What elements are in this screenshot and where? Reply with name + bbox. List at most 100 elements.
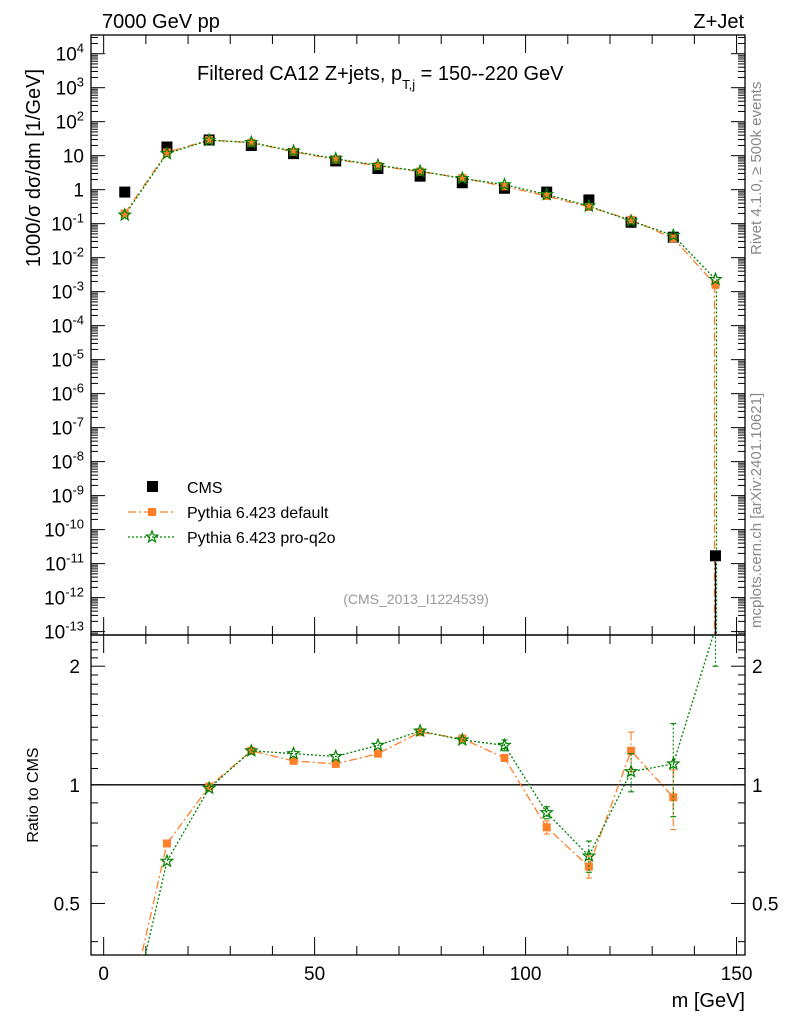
tick-base: 10 <box>44 521 65 542</box>
main-y-tick-label: 10-10 <box>44 517 84 542</box>
main-y-tick-label: 10-5 <box>51 347 84 372</box>
tick-base: 10 <box>51 283 72 304</box>
pythia-proq2o-point <box>539 186 555 201</box>
ratio-point-pythia-default <box>458 734 467 743</box>
x-tick-label: 0 <box>98 964 109 985</box>
ratio-point-pythia-default <box>542 823 551 832</box>
ratio-point-pythia-proq2o <box>286 745 301 760</box>
ratio-series-clipped <box>140 635 719 955</box>
ratio-y-tick-label-right: 2 <box>752 657 763 678</box>
ratio-point-pythia-proq2o <box>328 748 344 763</box>
pythia-proq2o-point <box>328 151 344 166</box>
pythia-default-point <box>500 182 509 191</box>
mcplots-label: mcplots.cern.ch [arXiv:2401.10621] <box>748 393 765 628</box>
tick-exponent: -6 <box>72 381 84 396</box>
main-x-axis <box>103 35 738 635</box>
tick-base: 10 <box>51 385 72 406</box>
main-y-tick-label: 104 <box>56 41 84 66</box>
main-y-tick-label: 10-4 <box>51 313 84 338</box>
ratio-point-pythia-proq2o <box>539 804 555 819</box>
ratio-x-axis: 0 50 100 150 <box>98 635 752 985</box>
ratio-point-pythia-proq2o <box>665 756 681 771</box>
x-tick-label: 150 <box>721 964 753 985</box>
tick-exponent: -12 <box>65 585 84 600</box>
pythia-default-point <box>162 148 171 157</box>
title-subscript: T,j <box>402 77 415 92</box>
tick-exponent: -7 <box>72 415 84 430</box>
tick-exponent: 3 <box>77 75 84 90</box>
main-y-tick-label: 10-3 <box>51 279 84 304</box>
tick-base: 10 <box>44 589 65 610</box>
ratio-point-pythia-default <box>205 782 214 791</box>
ratio-point-pythia-default <box>500 753 509 762</box>
main-y-tick-label: 1 <box>73 181 84 202</box>
ratio-line-pythia-proq2o <box>144 635 714 955</box>
tick-base: 10 <box>51 487 72 508</box>
tick-exponent: 4 <box>77 41 84 56</box>
title-main-text: Filtered CA12 Z+jets, p <box>197 63 402 85</box>
series-line-pythia-proq2o <box>124 139 716 280</box>
pythia-default-point <box>542 192 551 201</box>
ratio-y-tick-label-right: 0.5 <box>752 894 778 915</box>
tick-base: 10 <box>51 249 72 270</box>
pythia-proq2o-point <box>117 207 133 222</box>
tick-base: 10 <box>51 317 72 338</box>
cms-point <box>456 177 468 189</box>
legend-entry-cms: CMS <box>147 480 223 497</box>
main-y-tick-label: 10-8 <box>51 449 84 474</box>
legend-label-pythia-proq2o: Pythia 6.423 pro-q2o <box>187 530 336 547</box>
ratio-point-pythia-proq2o <box>581 848 597 863</box>
main-y-tick-label: 10-7 <box>51 415 84 440</box>
main-y-tick-label: 10-12 <box>44 585 84 610</box>
tick-exponent: -11 <box>66 551 84 566</box>
main-y-tick-label: 10 <box>63 147 84 168</box>
pythia-proq2o-point <box>497 176 512 191</box>
pythia-default-point <box>205 135 214 144</box>
legend-label-pythia-default: Pythia 6.423 default <box>187 505 329 522</box>
pythia-default-point <box>627 215 636 224</box>
pythia-default-point <box>331 155 340 164</box>
tick-exponent: -1 <box>72 211 84 226</box>
ratio-y-axis: 0.5 0.5 1 1 2 2 <box>54 641 778 943</box>
ratio-point-pythia-default <box>416 728 425 737</box>
header-right-label: Z+Jet <box>693 11 744 33</box>
ratio-point-pythia-default <box>289 756 298 765</box>
ratio-y-tick-label: 1 <box>69 776 80 797</box>
ratio-point-pythia-proq2o <box>454 732 470 747</box>
ratio-y-tick-label: 2 <box>69 657 80 678</box>
legend-label-cms: CMS <box>187 480 223 497</box>
pythia-proq2o-point <box>665 227 681 242</box>
main-y-tick-label: 10-9 <box>51 483 84 508</box>
tick-base: 10 <box>56 45 77 66</box>
pythia-proq2o-point <box>244 134 259 149</box>
legend-entry-pythia-proq2o: Pythia 6.423 pro-q2o <box>128 529 336 547</box>
pythia-proq2o-point <box>708 271 723 286</box>
tick-base: 10 <box>51 453 72 474</box>
tick-base: 10 <box>56 79 77 100</box>
ratio-point-pythia-default <box>162 839 171 848</box>
cms-point <box>119 186 131 198</box>
main-y-tick-label: 103 <box>56 75 84 100</box>
ratio-point-pythia-default <box>373 749 382 758</box>
pythia-proq2o-point <box>159 145 175 160</box>
main-plot-title: Filtered CA12 Z+jets, pT,j = 150--220 Ge… <box>197 63 564 92</box>
main-y-tick-label: 10-2 <box>51 245 84 270</box>
tick-base: 10 <box>51 419 72 440</box>
ratio-point-pythia-proq2o <box>159 853 175 868</box>
main-y-tick-label: 10-6 <box>51 381 84 406</box>
legend-entry-pythia-default: Pythia 6.423 default <box>128 505 329 522</box>
pythia-proq2o-point <box>581 198 597 213</box>
pythia-default-point <box>373 161 382 170</box>
tick-exponent: -5 <box>72 347 84 362</box>
rivet-label: Rivet 4.1.0, ≥ 500k events <box>748 82 765 255</box>
legend-marker-pythia-proq2o <box>144 529 160 544</box>
tick-exponent: 2 <box>77 109 84 124</box>
main-y-tick-label: 10-13 <box>44 619 84 644</box>
ratio-point-pythia-default <box>627 746 636 755</box>
pythia-default-point <box>458 174 467 183</box>
title-tail-text: = 150--220 GeV <box>415 63 564 85</box>
pythia-proq2o-point <box>370 157 386 172</box>
legend-marker-pythia-default <box>148 508 156 516</box>
ratio-point-pythia-proq2o <box>623 763 639 778</box>
